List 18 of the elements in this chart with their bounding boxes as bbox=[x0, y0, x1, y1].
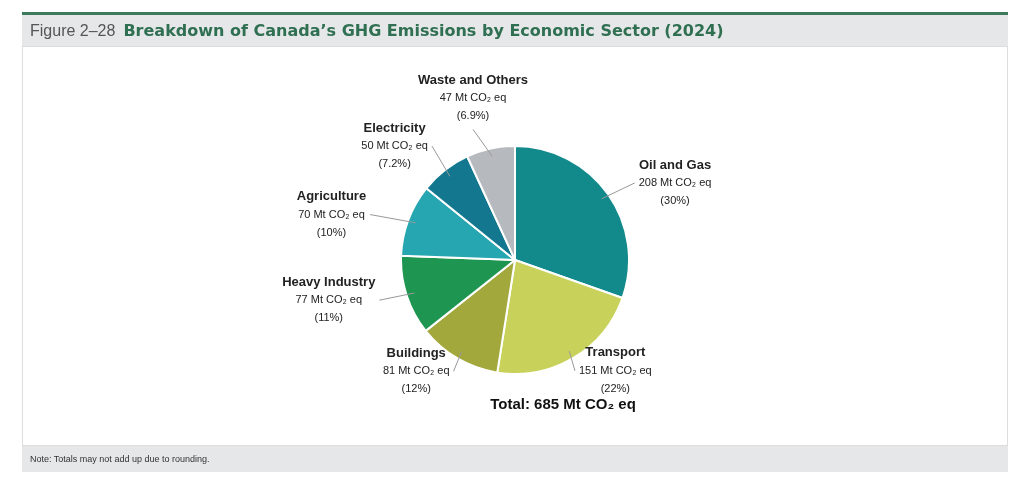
slice-label: Buildings bbox=[386, 345, 446, 360]
data-label: 77 Mt CO₂ eq (11%) bbox=[295, 293, 363, 324]
text: Note: Totals may not add up due to rounding. bbox=[22, 446, 1008, 472]
data-label: 47 Mt CO₂ eq (6.9%) bbox=[439, 91, 507, 122]
data-label: 50 Mt CO₂ eq (7.2%) bbox=[361, 138, 428, 169]
slice-label: Oil and Gas bbox=[638, 156, 712, 172]
data-label: 70 Mt CO₂ eq (10%) bbox=[298, 207, 365, 238]
slice-label: Waste and Others bbox=[417, 72, 529, 87]
slice-label: Transport bbox=[585, 344, 646, 360]
slice-label: Agriculture bbox=[296, 188, 367, 204]
text: Total: 685 Mt CO₂ eq bbox=[490, 395, 636, 413]
slice-label: Electricity bbox=[363, 119, 427, 135]
data-label: 208 Mt CO₂ eq (30%) bbox=[638, 175, 712, 206]
data-label: 151 Mt CO₂ eq (22%) bbox=[578, 363, 652, 394]
text: Figure 2–28 bbox=[30, 21, 116, 40]
data-label: 81 Mt CO₂ eq (12%) bbox=[382, 364, 450, 395]
chart-title: Breakdown of Canada’s GHG Emissions by Economic Sector (2024) bbox=[123, 21, 724, 40]
slice-label: Heavy Industry bbox=[282, 273, 377, 289]
